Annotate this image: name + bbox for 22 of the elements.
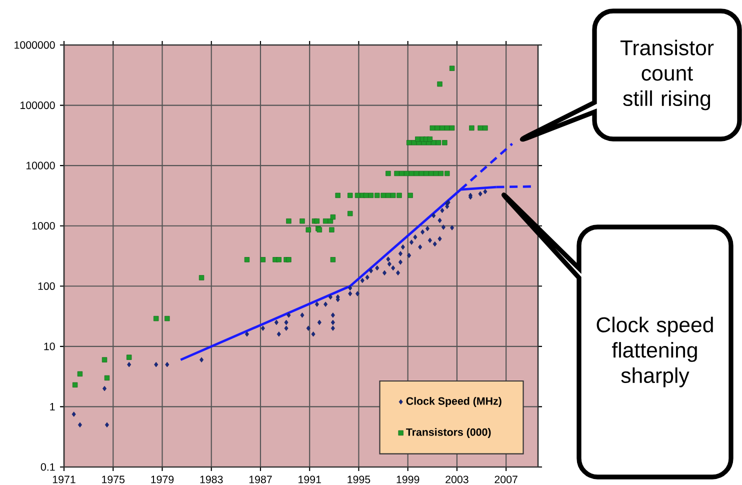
x-tick-label: 2003 <box>446 476 468 484</box>
y-tick-label: 10000 <box>26 162 55 170</box>
x-tick-label: 1975 <box>102 476 125 484</box>
x-tick-label: 1999 <box>396 476 420 484</box>
text: Clock speed flattening sharply <box>596 316 713 388</box>
y-tick-label: 1000000 <box>14 41 55 49</box>
y-tick-label: 10 <box>44 342 55 350</box>
x-tick-label: 1979 <box>151 476 174 484</box>
x-tick-label: 1995 <box>348 476 370 484</box>
legend-label: Clock Speed (MHz) <box>406 396 502 407</box>
y-tick-label: 1000 <box>32 222 55 230</box>
y-tick-label: 0.1 <box>40 463 55 471</box>
y-tick-label: 1 <box>50 403 55 410</box>
x-tick-label: 1983 <box>200 476 223 484</box>
y-tick-label: 100000 <box>20 102 55 110</box>
text: Transistor count still rising <box>620 40 714 110</box>
y-tick-label: 100 <box>38 282 55 290</box>
legend-label: Transistors (000) <box>406 428 491 438</box>
x-tick-label: 2007 <box>494 476 518 484</box>
x-tick-label: 1991 <box>298 476 321 484</box>
x-tick-label: 1987 <box>249 476 272 484</box>
x-tick-label: 1971 <box>52 476 76 484</box>
